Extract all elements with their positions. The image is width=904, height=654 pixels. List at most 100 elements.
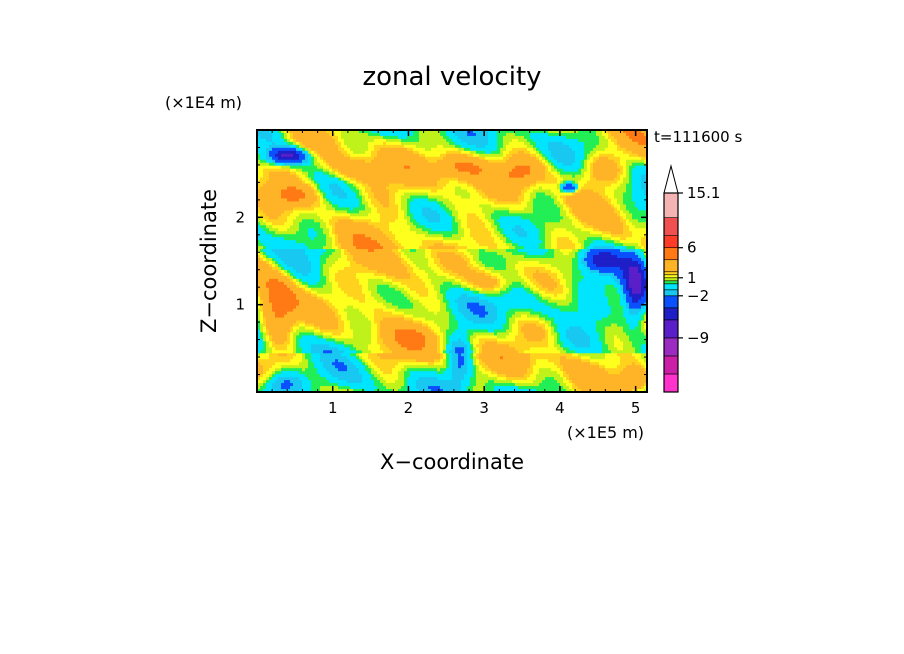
field-cell — [500, 144, 504, 149]
field-cell — [461, 156, 465, 161]
field-cell — [590, 210, 594, 214]
field-cell — [461, 231, 465, 235]
field-cell — [293, 153, 297, 158]
field-cell — [413, 135, 417, 140]
field-cell — [605, 159, 609, 164]
field-cell — [371, 150, 375, 155]
field-cell — [395, 186, 399, 191]
field-cell — [344, 201, 348, 206]
field-cell — [416, 130, 420, 134]
field-cell — [458, 201, 462, 206]
field-cell — [599, 222, 603, 226]
field-cell — [455, 150, 459, 155]
field-cell — [413, 204, 417, 209]
field-cell — [470, 195, 474, 200]
field-cell — [320, 130, 324, 134]
field-cell — [599, 240, 603, 244]
field-cell — [317, 228, 321, 232]
field-cell — [365, 153, 369, 158]
field-cell — [479, 192, 483, 197]
field-cell — [281, 201, 285, 206]
field-cell — [296, 130, 300, 134]
field-cell — [554, 171, 558, 176]
field-cell — [398, 222, 402, 226]
field-cell — [362, 213, 366, 217]
field-cell — [593, 192, 597, 197]
field-cell — [464, 156, 468, 161]
field-cell — [569, 192, 573, 197]
field-cell — [443, 204, 447, 209]
field-cell — [572, 171, 576, 176]
field-cell — [461, 159, 465, 164]
field-cell — [617, 132, 621, 137]
field-cell — [449, 150, 453, 155]
field-cell — [476, 222, 480, 226]
field-cell — [530, 192, 534, 197]
field-cell — [620, 147, 624, 152]
field-cell — [503, 150, 507, 155]
field-cell — [596, 231, 600, 235]
field-cell — [458, 207, 462, 211]
field-cell — [575, 237, 579, 241]
field-cell — [338, 204, 342, 209]
field-cell — [407, 147, 411, 152]
field-cell — [632, 204, 636, 209]
field-cell — [317, 186, 321, 191]
field-cell — [374, 213, 378, 217]
field-cell — [632, 207, 636, 211]
field-cell — [401, 153, 405, 158]
field-cell — [464, 216, 468, 220]
field-cell — [641, 210, 645, 214]
field-cell — [491, 135, 495, 140]
field-cell — [560, 210, 564, 214]
field-cell — [272, 186, 276, 191]
field-cell — [443, 225, 447, 229]
field-cell — [431, 174, 435, 179]
field-cell — [419, 204, 423, 209]
field-cell — [557, 135, 561, 140]
field-cell — [449, 153, 453, 158]
field-cell — [638, 198, 642, 203]
field-cell — [320, 243, 324, 247]
field-cell — [506, 237, 510, 241]
field-cell — [299, 198, 303, 203]
field-cell — [386, 216, 390, 220]
field-cell — [518, 183, 522, 188]
field-cell — [266, 162, 270, 167]
field-cell — [338, 222, 342, 226]
field-cell — [584, 177, 588, 182]
field-cell — [617, 234, 621, 238]
field-cell — [302, 168, 306, 173]
field-cell — [269, 147, 273, 152]
field-cell — [638, 141, 642, 146]
field-cell — [389, 228, 393, 232]
field-cell — [434, 204, 438, 209]
field-cell — [548, 153, 552, 158]
field-cell — [377, 243, 381, 247]
field-cell — [464, 153, 468, 158]
field-cell — [512, 231, 516, 235]
field-cell — [311, 153, 315, 158]
field-cell — [503, 168, 507, 173]
field-cell — [539, 171, 543, 176]
field-cell — [383, 168, 387, 173]
field-cell — [398, 186, 402, 191]
field-cell — [500, 183, 504, 188]
field-cell — [311, 237, 315, 241]
field-cell — [509, 156, 513, 161]
field-cell — [464, 237, 468, 241]
field-cell — [623, 228, 627, 232]
field-cell — [548, 183, 552, 188]
field-cell — [359, 177, 363, 182]
field-cell — [452, 159, 456, 164]
field-cell — [422, 150, 426, 155]
field-cell — [581, 231, 585, 235]
field-cell — [614, 147, 618, 152]
field-cell — [350, 147, 354, 152]
field-cell — [341, 225, 345, 229]
field-cell — [605, 219, 609, 223]
field-cell — [263, 222, 267, 226]
field-cell — [473, 216, 477, 220]
field-cell — [593, 162, 597, 167]
field-cell — [602, 150, 606, 155]
